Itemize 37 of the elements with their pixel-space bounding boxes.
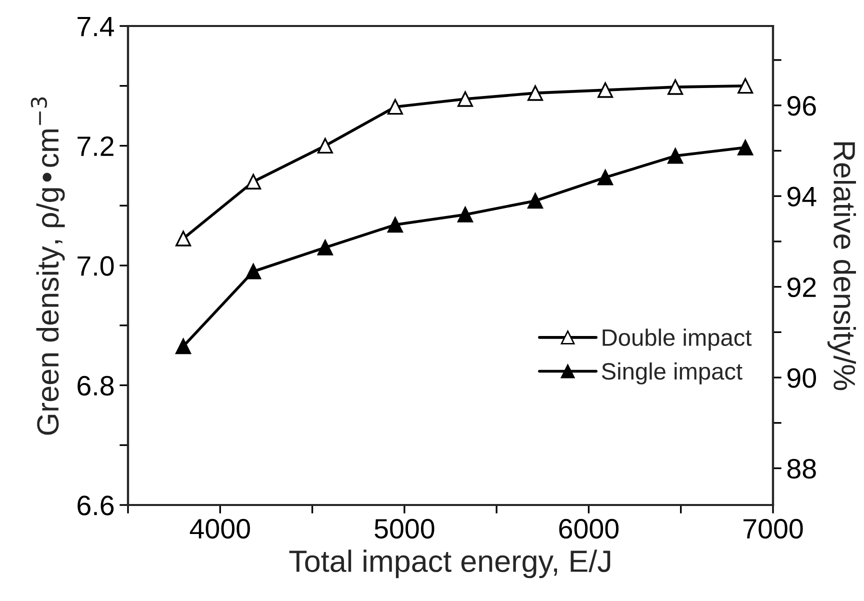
- x-axis-title: Total impact energy, E/J: [289, 550, 610, 578]
- x-tick-label: 6000: [559, 518, 619, 539]
- point: [668, 79, 684, 95]
- x-tick-label: 4000: [190, 518, 250, 539]
- y2-tick-label: 92: [787, 277, 816, 298]
- y-tick-label: 6.8: [78, 376, 114, 396]
- y2-tick-label: 90: [787, 368, 816, 388]
- point: [598, 170, 614, 186]
- y2-tick-label: 96: [787, 96, 816, 116]
- point: [176, 230, 192, 246]
- y-tick-label: 6.6: [78, 496, 114, 516]
- point: [527, 85, 544, 101]
- y-tick-label: 7.0: [78, 256, 114, 276]
- y2-axis-title: Relative density/%: [827, 142, 856, 390]
- point: [668, 148, 684, 164]
- legend-label: Single impact: [602, 362, 742, 384]
- point: [738, 140, 754, 156]
- point: [527, 193, 544, 209]
- y-tick-label: 7.4: [78, 16, 114, 36]
- legend-label: Double impact: [602, 328, 752, 351]
- point: [246, 174, 262, 190]
- point: [176, 338, 192, 354]
- x-tick-label: 7000: [744, 518, 803, 539]
- y-tick-label: 7.2: [78, 136, 114, 156]
- point: [457, 91, 474, 107]
- point: [457, 206, 474, 222]
- y-axis-title: Green density, ρ/g•cm$^{−3}$: [30, 97, 65, 435]
- point: [246, 264, 262, 280]
- point: [317, 240, 333, 256]
- y2-tick-label: 94: [787, 186, 816, 206]
- point: [387, 217, 403, 233]
- y2-tick-label: 88: [787, 458, 816, 479]
- x-tick-label: 5000: [374, 518, 434, 539]
- point: [317, 138, 333, 154]
- point: [598, 82, 614, 98]
- point: [738, 78, 754, 94]
- point: [387, 99, 403, 115]
